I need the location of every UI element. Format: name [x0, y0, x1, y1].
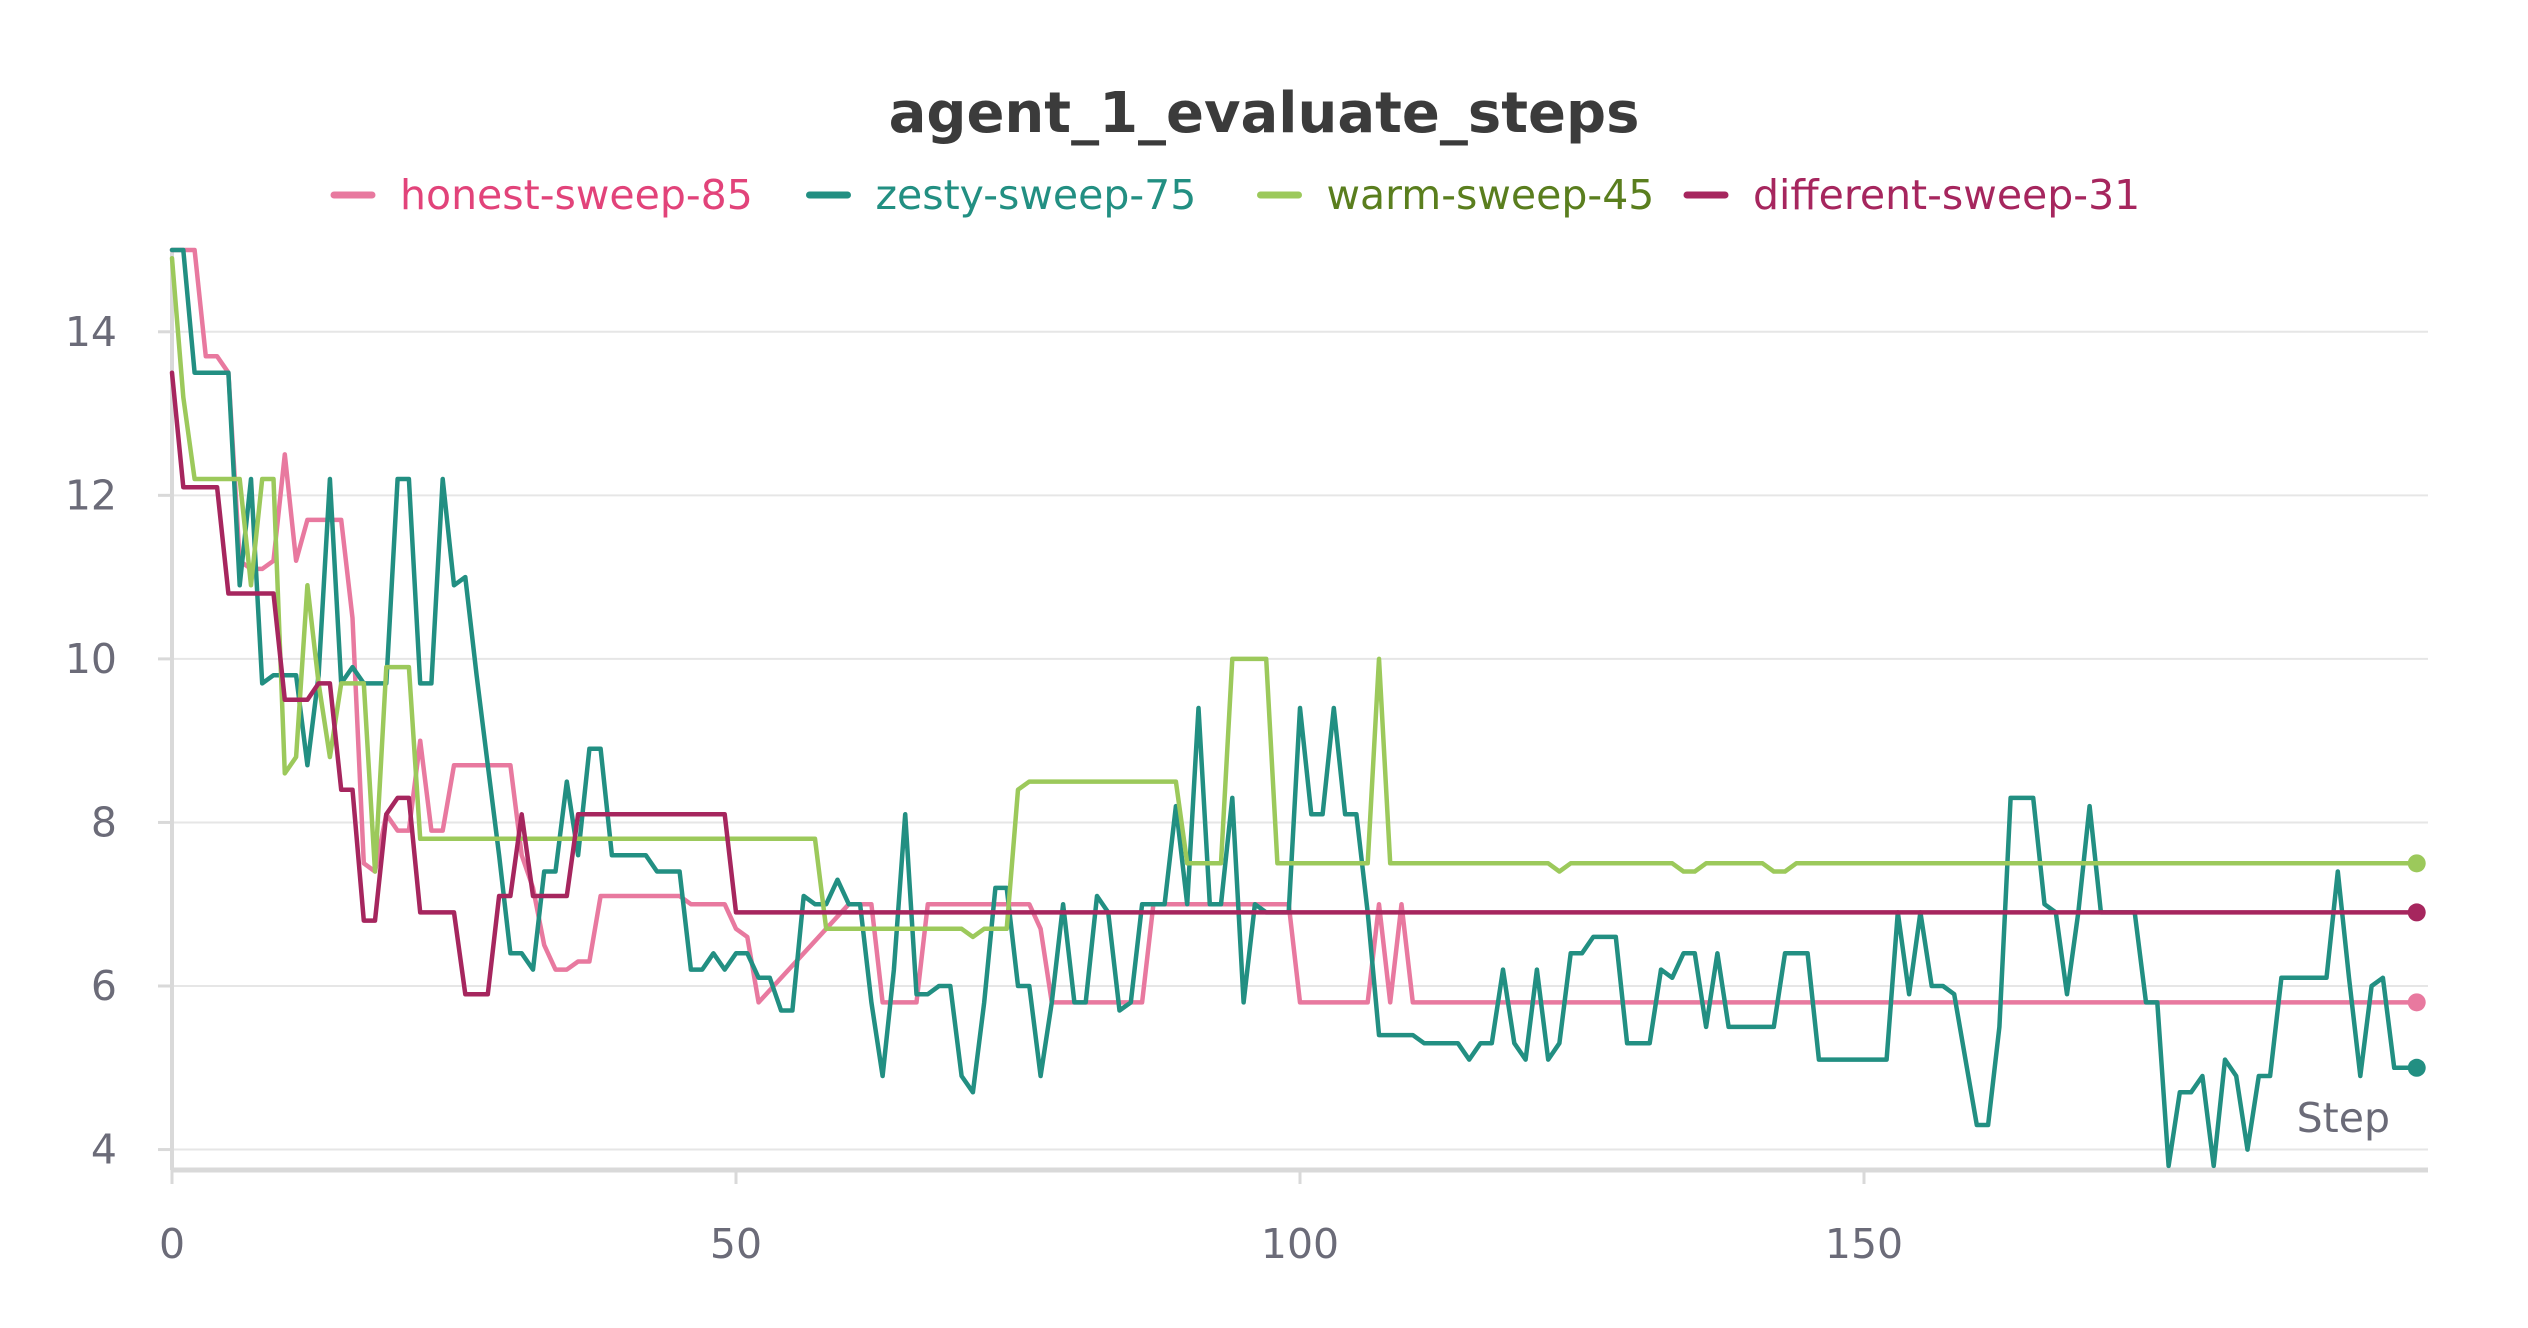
x-tick-label: 150	[1825, 1220, 1903, 1268]
legend-item-zesty-sweep-75[interactable]: zesty-sweep-75	[806, 171, 1197, 219]
chart-title: agent_1_evaluate_steps	[889, 81, 1640, 146]
y-tick-label: 6	[91, 962, 117, 1010]
x-tick-label: 100	[1261, 1220, 1339, 1268]
plot-area	[169, 247, 2426, 1169]
series-end-point-warm-sweep-45	[2407, 854, 2426, 873]
axes: 4 6 8 10 12 14 0 50 100 150	[65, 250, 2428, 1268]
x-tick-label: 0	[159, 1220, 185, 1268]
legend-label: different-sweep-31	[1753, 171, 2140, 219]
legend-label: honest-sweep-85	[400, 171, 753, 219]
legend-item-different-sweep-31[interactable]: different-sweep-31	[1683, 171, 2140, 219]
legend-label: zesty-sweep-75	[876, 171, 1197, 219]
y-tick-label: 4	[91, 1126, 117, 1174]
legend-label: warm-sweep-45	[1327, 171, 1655, 219]
x-tick-label: 50	[710, 1220, 762, 1268]
series-line-zesty-sweep-75	[169, 247, 2419, 1169]
x-axis-title: Step	[2297, 1094, 2390, 1142]
legend-item-honest-sweep-85[interactable]: honest-sweep-85	[330, 171, 753, 219]
series-end-point-honest-sweep-85	[2407, 993, 2426, 1012]
y-tick-label: 14	[65, 308, 117, 356]
y-tick-label: 8	[91, 798, 117, 846]
series-end-point-different-sweep-31	[2407, 903, 2426, 922]
legend: honest-sweep-85 zesty-sweep-75 warm-sweep-…	[330, 171, 2140, 219]
legend-item-warm-sweep-45[interactable]: warm-sweep-45	[1257, 171, 1655, 219]
series-line-warm-sweep-45	[169, 255, 2419, 940]
series-line-honest-sweep-85	[169, 247, 2419, 1005]
series-end-point-zesty-sweep-75	[2407, 1058, 2426, 1077]
y-tick-label: 10	[65, 635, 117, 683]
series-line-different-sweep-31	[169, 370, 2419, 997]
y-tick-label: 12	[65, 471, 117, 519]
